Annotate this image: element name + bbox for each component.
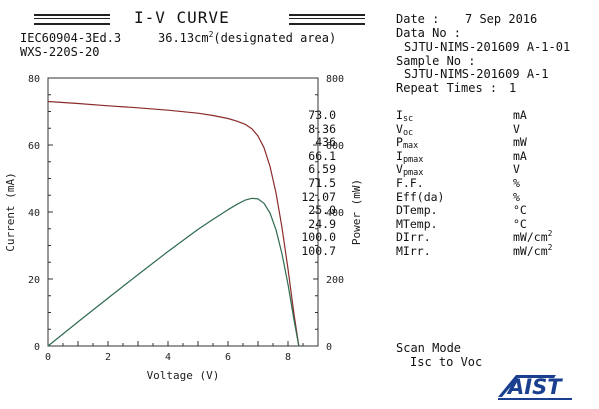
date-value: 7 Sep 2016 [465, 12, 538, 26]
measurement-value: 436 [315, 135, 336, 150]
title-decoration-right [289, 14, 365, 25]
measurement-unit: °C [513, 203, 527, 218]
measurement-name: DTemp. [396, 203, 438, 218]
measurement-value: 66.1 [308, 148, 336, 163]
area-sup: 2 [208, 30, 214, 39]
measurement-value: 24.9 [308, 216, 336, 231]
x-axis-label: Voltage (V) [147, 369, 220, 382]
y-right-tick-label: 200 [326, 275, 344, 286]
y-right-tick-label: 800 [326, 74, 344, 85]
measurement-unit: mW [513, 135, 527, 150]
aist-logo: AIST [498, 375, 572, 400]
scan-mode-value: Isc to Voc [410, 355, 483, 369]
measurement-name: Isc [396, 108, 414, 124]
measurement-name: MTemp. [396, 216, 438, 231]
measurement-name: Pmax [396, 135, 419, 152]
measurement-unit: mA [513, 148, 527, 163]
y-right-tick-label: 400 [326, 208, 344, 219]
current-curve-line [47, 100, 300, 347]
standard-label: IEC60904-3Ed.3 [20, 31, 122, 45]
area-label: 36.13cm2(designated area) [158, 30, 337, 45]
y-left-tick-label: 60 [28, 141, 40, 152]
measurement-value: 100.7 [301, 243, 336, 258]
measurement-unit: mW/cm2 [513, 242, 553, 258]
measurement-name: Vpmax [396, 162, 424, 179]
data-no-value: SJTU-NIMS-201609 A-1-01 [404, 40, 571, 54]
x-tick-label: 4 [165, 352, 171, 363]
measurement-name: DIrr. [396, 230, 431, 245]
repeat-times-value: 1 [509, 81, 517, 95]
y-axis-right-label: Power (mW) [350, 179, 363, 245]
sample-no-value: SJTU-NIMS-201609 A-1 [404, 67, 549, 81]
measurement-name: Voc [396, 121, 414, 138]
x-tick-label: 8 [285, 352, 291, 363]
data-no-label: Data No : [396, 26, 462, 40]
device-label: WXS-220S-20 [20, 45, 100, 59]
measurement-value: 100.0 [301, 230, 336, 245]
plot-frame [47, 77, 319, 347]
measurement-value: 25.0 [308, 203, 336, 218]
y-left-tick-label: 20 [28, 275, 40, 286]
x-tick-label: 0 [45, 352, 51, 363]
measurement-unit: V [513, 121, 520, 136]
logo-text: AIST [506, 375, 563, 399]
measurement-value: 12.07 [301, 189, 336, 204]
area-value: 36.13cm [158, 31, 209, 45]
measurement-unit: % [513, 175, 520, 190]
y-right-tick-label: 600 [326, 141, 344, 152]
measurement-name: Ipmax [396, 148, 424, 165]
measurement-value: 6.59 [308, 162, 336, 177]
chart-title: I-V CURVE [134, 8, 230, 27]
y-right-tick-label: 0 [326, 342, 332, 353]
y-left-tick-label: 40 [28, 208, 40, 219]
x-tick-label: 2 [105, 352, 111, 363]
measurement-value: 8.36 [308, 121, 336, 136]
measurement-unit: mA [513, 108, 527, 122]
measurement-unit: mW/cm2 [513, 229, 553, 245]
area-note: (designated area) [213, 31, 337, 45]
y-left-tick-label: 0 [34, 342, 40, 353]
measurement-name: Eff(da) [396, 189, 445, 204]
title-decoration-left [34, 14, 110, 25]
measurement-unit: °C [513, 216, 527, 231]
measurement-name: F.F. [396, 175, 424, 190]
y-axis-left-label: Current (mA) [4, 172, 17, 251]
measurement-unit: V [513, 162, 520, 177]
measurement-name: MIrr. [396, 243, 431, 258]
repeat-times-label: Repeat Times : [396, 81, 498, 95]
sample-no-label: Sample No : [396, 54, 476, 68]
measurement-unit: % [513, 189, 520, 204]
y-left-tick-label: 80 [28, 74, 40, 85]
measurement-value: 71.5 [308, 175, 336, 190]
date-label: Date : [396, 12, 440, 26]
scan-mode-label: Scan Mode [396, 341, 462, 355]
x-tick-label: 6 [225, 352, 231, 363]
power-curve-line [47, 197, 300, 347]
